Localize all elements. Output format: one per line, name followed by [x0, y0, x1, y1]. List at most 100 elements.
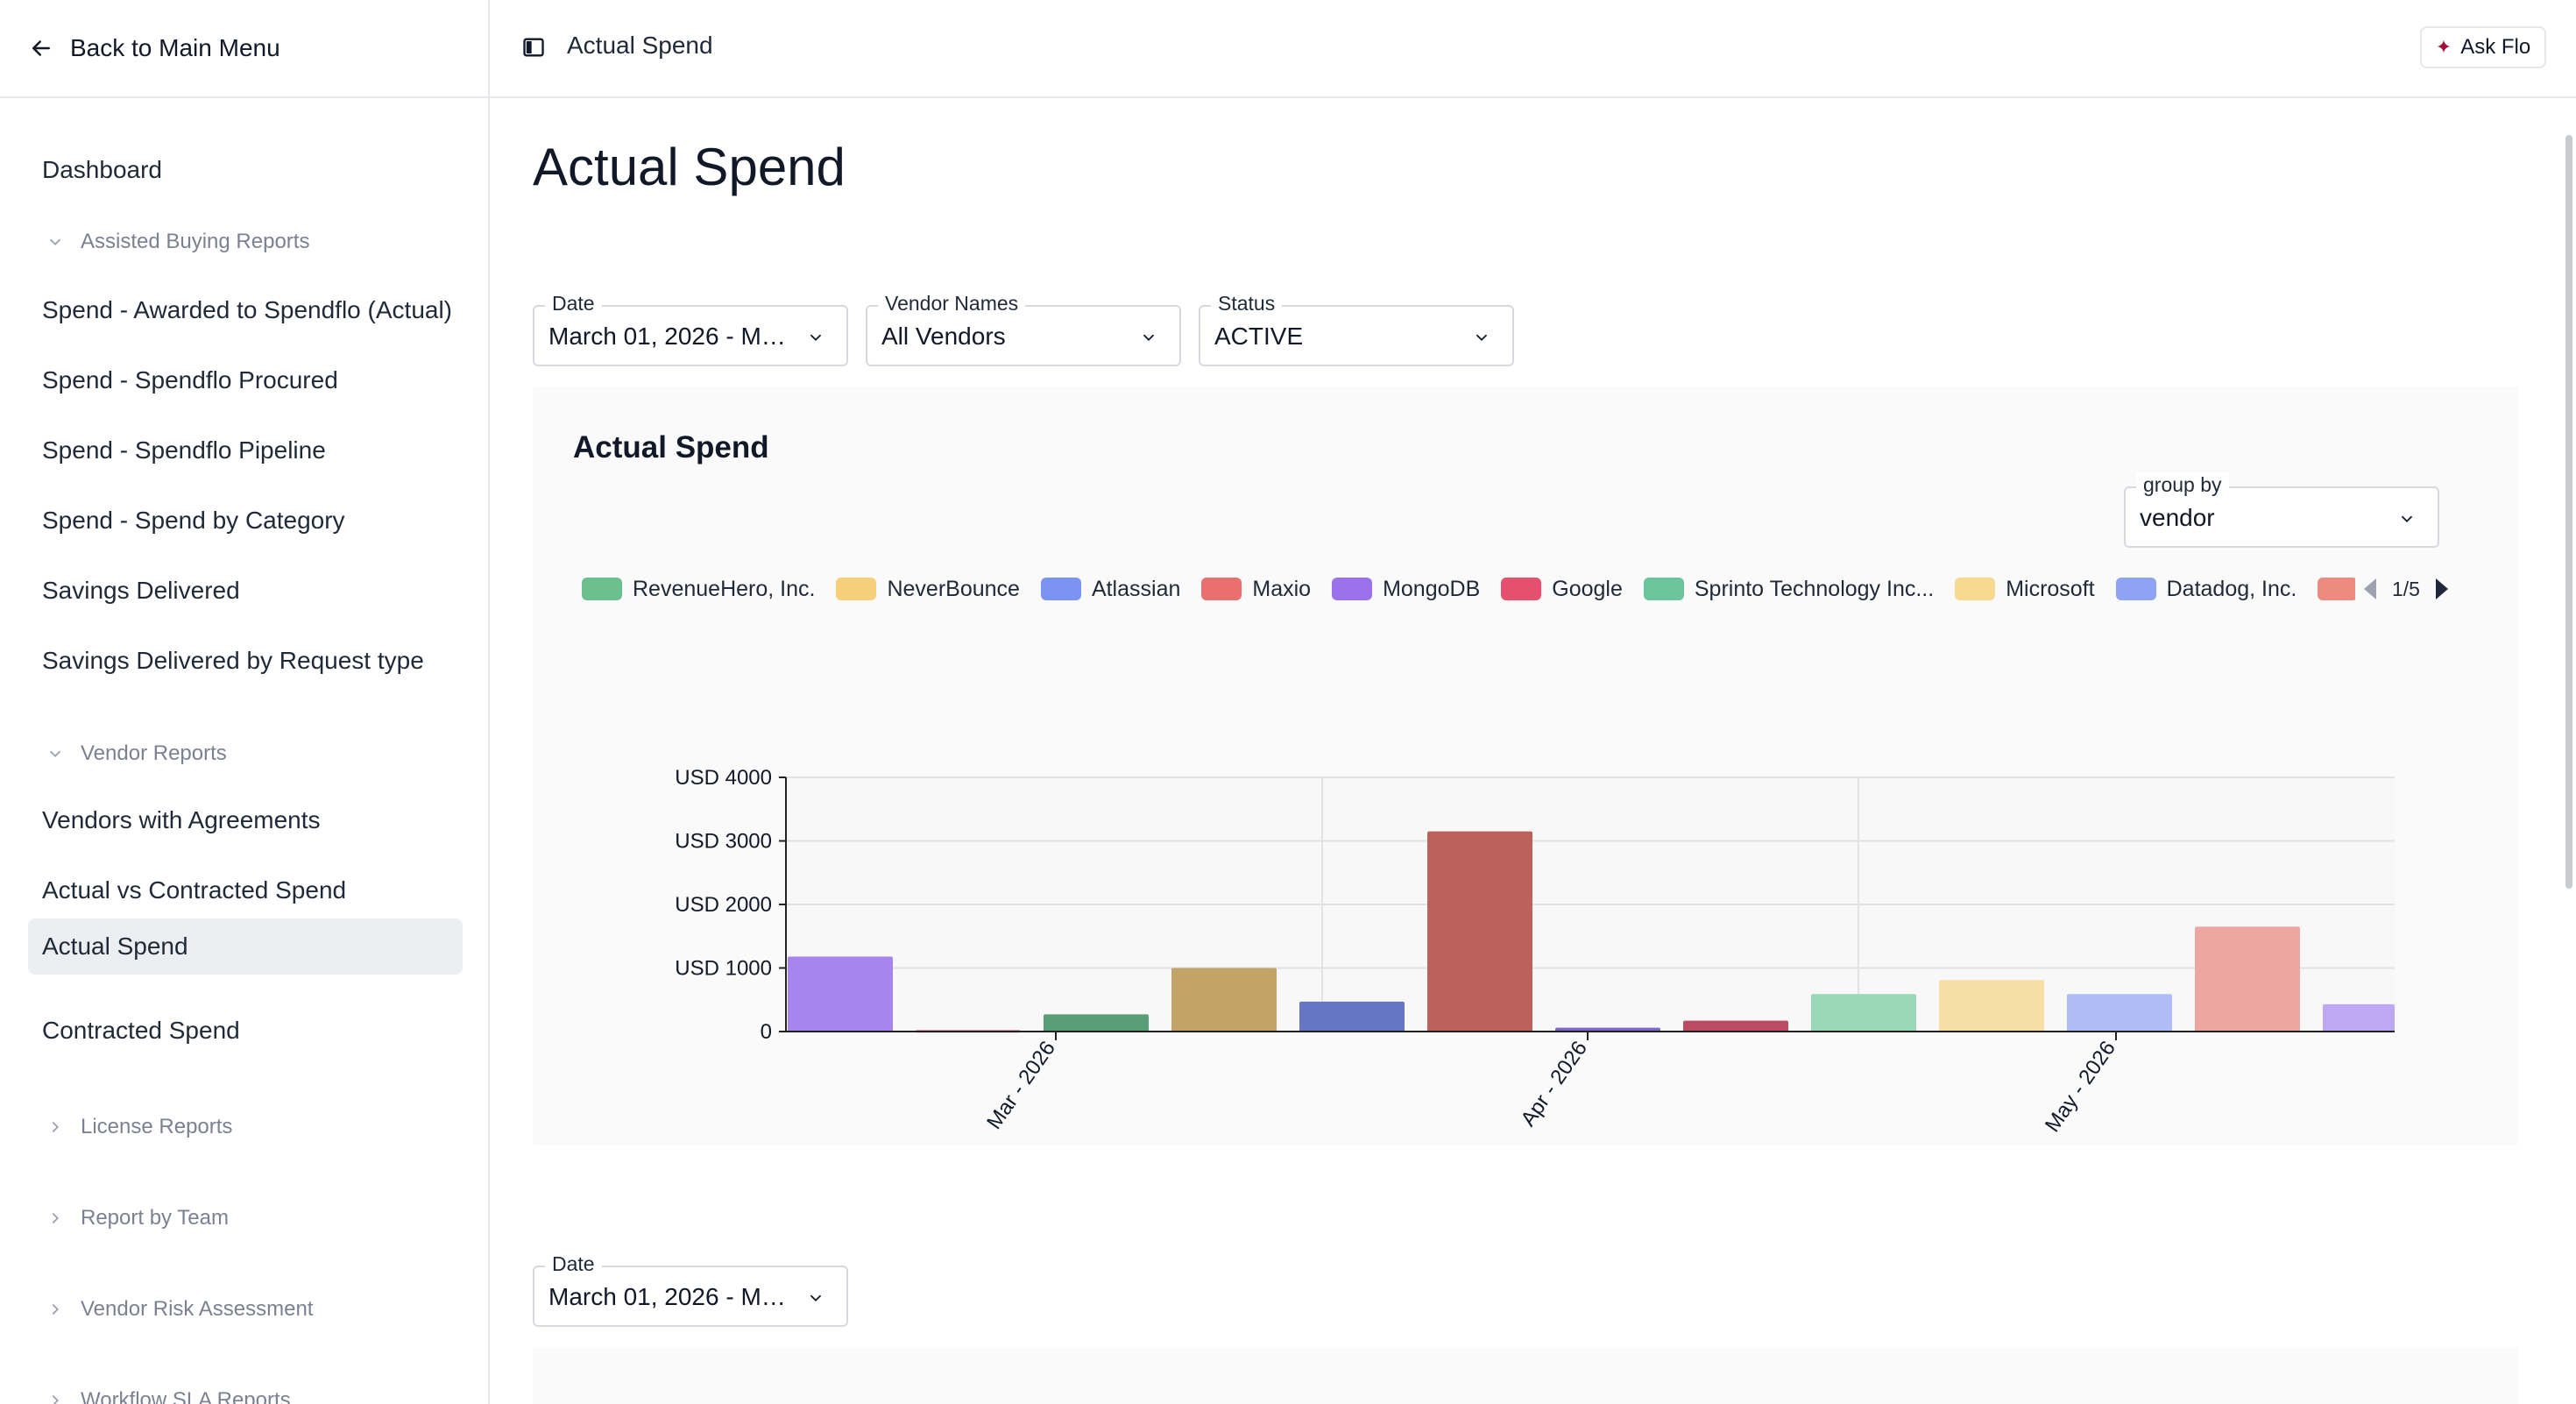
sidebar-group-vendor-risk-assessment[interactable]: Vendor Risk Assessment: [46, 1294, 313, 1325]
chevron-down-icon: [1143, 334, 1155, 342]
date-filter-value: March 01, 2026 - May 31, 2026: [548, 323, 797, 350]
arrow-left-icon: [32, 40, 50, 56]
bar: [1171, 968, 1277, 1032]
sidebar-item-savings-by-request-type[interactable]: Savings Delivered by Request type: [42, 647, 424, 674]
sidebar-group-vendor-reports[interactable]: Vendor Reports: [46, 738, 227, 769]
sidebar-group-workflow-sla-reports[interactable]: Workflow SLA Reports: [46, 1385, 291, 1404]
legend-label: Microsoft: [2006, 576, 2095, 601]
vendor-filter-value: All Vendors: [881, 323, 1006, 350]
sidebar-group-assisted-buying-reports[interactable]: Assisted Buying Reports: [46, 226, 309, 258]
y-tick-label: USD 1000: [675, 957, 772, 981]
legend-swatch: [2115, 578, 2156, 600]
breadcrumb-title: Actual Spend: [567, 32, 713, 59]
ask-flo-button[interactable]: ✦ Ask Flo: [2420, 26, 2546, 68]
legend-label: NeverBounce: [887, 576, 1020, 601]
status-filter-value: ACTIVE: [1214, 323, 1304, 350]
legend-swatch: [582, 578, 622, 600]
sidebar-group-label: Workflow SLA Reports: [81, 1388, 291, 1404]
bar: [1555, 1027, 1660, 1032]
sidebar-group-label: Assisted Buying Reports: [81, 230, 310, 253]
back-link-label: Back to Main Menu: [70, 34, 280, 61]
sidebar-group-label: Report by Team: [81, 1206, 229, 1230]
next-chart-card: [533, 1348, 2518, 1404]
second-date-filter-label: Date: [545, 1252, 602, 1276]
sidebar-group-label: Vendor Risk Assessment: [81, 1297, 314, 1321]
bar-chart: 0 USD 1000 USD 2000 USD 3000 USD 4000 Mar - 2…: [675, 766, 2395, 1137]
sidebar-item-contracted-spend[interactable]: Contracted Spend: [42, 1017, 240, 1044]
sidebar-group-report-by-team[interactable]: Report by Team: [46, 1202, 229, 1234]
date-filter-label: Date: [545, 291, 602, 316]
legend-item[interactable]: Google: [1501, 577, 1623, 602]
bar: [2067, 994, 2172, 1032]
legend-item[interactable]: Atlassian: [1040, 577, 1180, 602]
group-by-select[interactable]: group by vendor: [2124, 472, 2439, 548]
page-title: Actual Spend: [533, 138, 846, 196]
status-filter[interactable]: Status ACTIVE: [1199, 291, 1514, 366]
legend-swatch: [1643, 578, 1684, 600]
legend-item[interactable]: MongoDB: [1332, 577, 1480, 602]
scrollbar-thumb[interactable]: [2565, 135, 2572, 889]
legend-item[interactable]: Sprinto Technology Inc...: [1643, 576, 1935, 602]
legend-prev-icon[interactable]: [2362, 577, 2380, 601]
sidebar-item-vendors-with-agreements[interactable]: Vendors with Agreements: [42, 806, 321, 833]
x-tick-label: May - 2026: [2041, 1037, 2120, 1137]
sidebar-item-actual-vs-contracted[interactable]: Actual vs Contracted Spend: [42, 876, 347, 904]
legend-swatch: [836, 578, 877, 600]
legend-item[interactable]: Maxio: [1201, 577, 1311, 602]
group-by-label: group by: [2136, 472, 2229, 497]
sidebar-group-license-reports[interactable]: License Reports: [46, 1111, 232, 1143]
legend-item[interactable]: Datadog, Inc.: [2115, 577, 2296, 602]
legend-swatch: [1201, 578, 1242, 600]
legend-swatch: [2318, 578, 2359, 600]
legend-item[interactable]: Microsoft: [1955, 576, 2095, 602]
vendor-filter[interactable]: Vendor Names All Vendors: [866, 291, 1181, 366]
legend-label: MongoDB: [1383, 576, 1481, 601]
legend-label: RevenueHero, Inc.: [633, 576, 816, 601]
ask-flo-label: Ask Flo: [2460, 35, 2531, 59]
sidebar-header: Back to Main Menu: [0, 0, 488, 98]
legend-swatch: [1501, 578, 1542, 600]
legend-item[interactable]: [2318, 578, 2359, 600]
legend-label: Sprinto Technology Inc...: [1694, 576, 1935, 601]
y-tick-label: USD 4000: [675, 766, 772, 790]
legend-label: Google: [1552, 576, 1623, 601]
page-scrollbar[interactable]: [2560, 100, 2576, 1404]
y-tick-label: USD 2000: [675, 893, 772, 917]
date-filter[interactable]: Date March 01, 2026 - May 31, 2026: [533, 291, 848, 366]
legend-next-icon[interactable]: [2432, 577, 2450, 601]
sidebar-item-spend-pipeline[interactable]: Spend - Spendflo Pipeline: [42, 436, 326, 464]
sidebar-group-label: License Reports: [81, 1115, 233, 1138]
sidebar-item-dashboard[interactable]: Dashboard: [42, 156, 162, 183]
sparkle-icon: ✦: [2435, 36, 2452, 58]
vendor-filter-label: Vendor Names: [878, 291, 1026, 316]
sidebar-item-spend-procured[interactable]: Spend - Spendflo Procured: [42, 366, 338, 394]
top-bar: Actual Spend ✦ Ask Flo: [490, 0, 2576, 98]
chevron-down-icon: [810, 1294, 822, 1302]
second-date-filter-value: March 01, 2026 - May 31, 2026: [548, 1283, 797, 1310]
sidebar-item-spend-by-category[interactable]: Spend - Spend by Category: [42, 507, 345, 534]
bar: [1811, 994, 1916, 1032]
chevron-down-icon: [49, 238, 61, 246]
chart-title: Actual Spend: [573, 430, 769, 464]
sidebar-item-spend-awarded[interactable]: Spend - Awarded to Spendflo (Actual): [42, 296, 453, 323]
legend-swatch: [1955, 578, 1996, 600]
back-to-main-menu-link[interactable]: Back to Main Menu: [28, 34, 280, 62]
x-tick-label: Mar - 2026: [982, 1037, 1060, 1134]
chevron-down-icon: [2401, 515, 2413, 523]
chevron-right-icon: [52, 1303, 60, 1315]
second-date-filter[interactable]: Date March 01, 2026 - May 31, 2026: [533, 1252, 848, 1327]
legend-item[interactable]: RevenueHero, Inc.: [582, 577, 815, 602]
sidebar-item-savings-delivered[interactable]: Savings Delivered: [42, 577, 240, 604]
chevron-down-icon: [810, 334, 822, 342]
y-tick-label: USD 3000: [675, 830, 772, 854]
sidebar-group-label: Vendor Reports: [81, 741, 227, 765]
bar: [1939, 980, 2044, 1032]
chart-legend: RevenueHero, Inc. NeverBounce Atlassian Max…: [582, 574, 2448, 604]
sidebar-item-actual-spend[interactable]: Actual Spend: [28, 918, 463, 975]
legend-page-indicator: 1/5: [2392, 577, 2420, 600]
sidebar-toggle-icon[interactable]: [521, 35, 546, 60]
chevron-down-icon: [49, 750, 61, 758]
bar: [1299, 1001, 1405, 1032]
legend-label: Maxio: [1252, 576, 1312, 601]
legend-item[interactable]: NeverBounce: [836, 576, 1020, 602]
